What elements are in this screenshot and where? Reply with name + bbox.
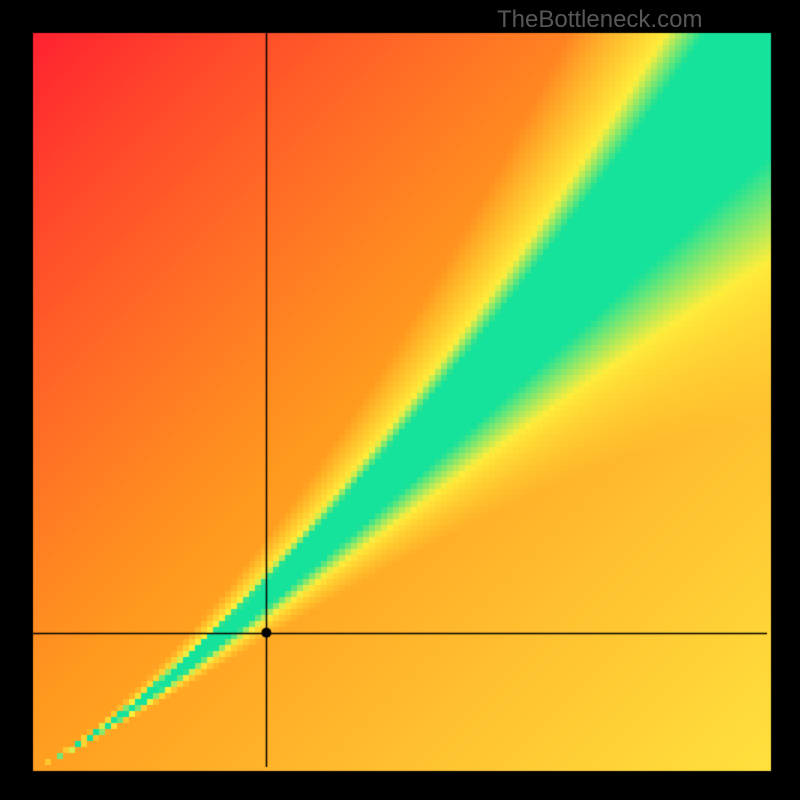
heatmap-canvas [0,0,800,800]
chart-container: { "watermark": { "text": "TheBottleneck.… [0,0,800,800]
